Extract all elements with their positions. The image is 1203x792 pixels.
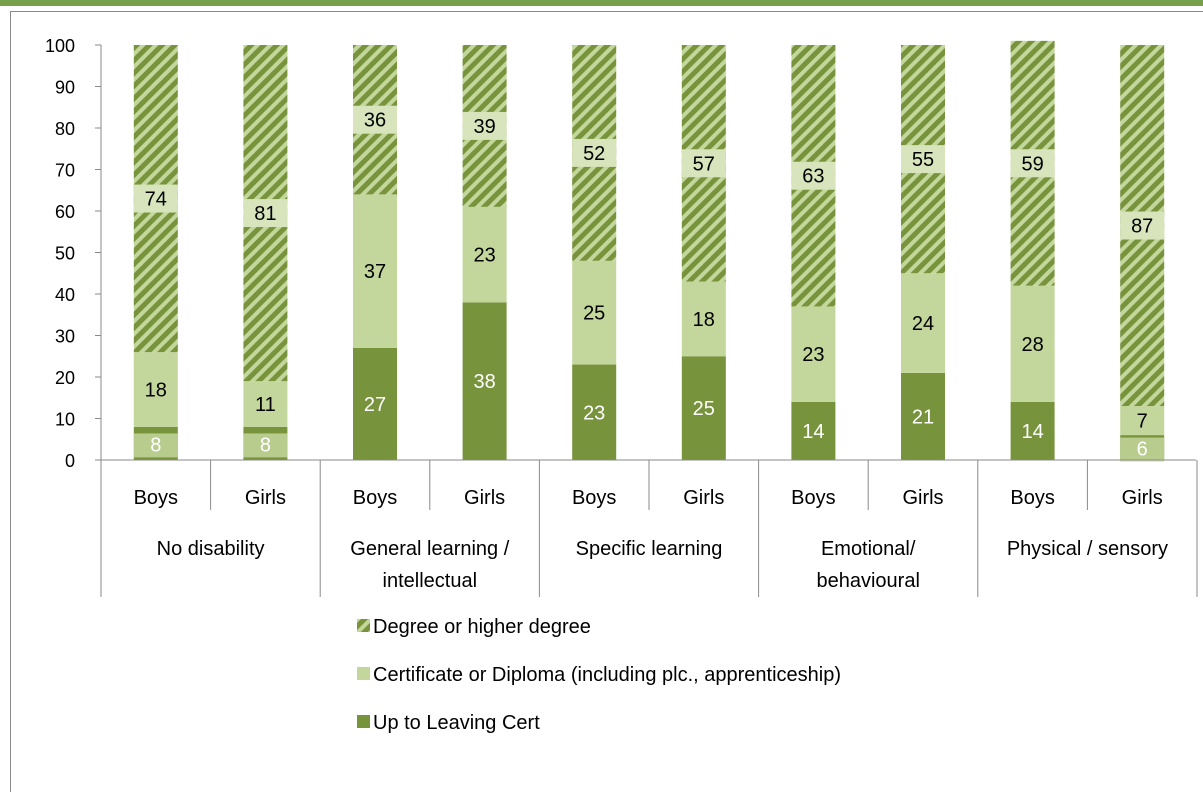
y-tick-label: 60 <box>55 202 75 222</box>
bar-segment <box>462 206 507 303</box>
legend-swatch <box>357 715 370 728</box>
data-label: 6 <box>1137 439 1148 461</box>
x-tick-label: Boys <box>353 487 397 509</box>
y-tick-label: 50 <box>55 244 75 264</box>
data-label: 23 <box>802 344 824 366</box>
x-tick-label: Girls <box>1122 487 1163 509</box>
bar-segment <box>462 302 507 460</box>
data-label: 14 <box>1021 421 1043 443</box>
data-label-box <box>1120 437 1165 462</box>
top-rule <box>0 0 1203 6</box>
legend-swatch <box>357 667 370 680</box>
data-label: 87 <box>1131 216 1153 238</box>
data-label: 11 <box>255 394 276 416</box>
data-label: 24 <box>912 313 934 335</box>
data-label: 57 <box>693 153 715 175</box>
data-label: 8 <box>260 434 271 456</box>
data-label: 36 <box>364 110 386 132</box>
data-label-box <box>462 111 507 140</box>
data-label: 21 <box>912 406 934 428</box>
data-label-box <box>133 433 178 458</box>
x-tick-label: Girls <box>902 487 943 509</box>
bar-segment <box>353 347 397 460</box>
data-label: 37 <box>364 261 386 283</box>
x-group-label: Physical / sensory <box>1007 538 1168 560</box>
data-label: 7 <box>1137 411 1148 433</box>
bar-segment <box>243 381 288 427</box>
bar-segment <box>1010 285 1055 402</box>
data-label: 28 <box>1021 334 1043 356</box>
y-tick-label: 10 <box>55 410 75 430</box>
bar-segment <box>1010 401 1055 460</box>
data-label-box <box>243 199 288 228</box>
data-label-box <box>681 149 726 178</box>
y-tick-label: 20 <box>55 368 75 388</box>
data-label-box <box>1120 211 1165 240</box>
data-label: 55 <box>912 149 934 171</box>
data-label: 39 <box>473 116 495 138</box>
chart-frame <box>10 11 1203 792</box>
data-label: 59 <box>1021 153 1043 175</box>
data-label-box <box>901 145 945 174</box>
data-label: 25 <box>693 398 715 420</box>
y-tick-label: 0 <box>65 451 75 471</box>
x-group-label: General learning / <box>350 538 509 560</box>
stacked-bar-chart: 0 10 20 30 40 50 60 70 80 90 100 8 18 74 8 11 81 27 37 36 3… <box>45 36 1198 734</box>
x-tick-label: Girls <box>683 487 724 509</box>
y-tick-label: 100 <box>45 36 75 56</box>
x-tick-label: Boys <box>134 487 178 509</box>
bar-segment <box>572 260 617 365</box>
legend-label: Up to Leaving Cert <box>373 712 540 734</box>
data-label-box <box>353 105 397 134</box>
data-label: 52 <box>583 143 605 165</box>
bar-segment <box>353 194 397 348</box>
data-label: 18 <box>145 379 167 401</box>
data-label: 25 <box>583 303 605 325</box>
x-group-label: intellectual <box>383 570 478 592</box>
data-label: 38 <box>473 371 495 393</box>
data-label: 23 <box>473 245 495 267</box>
y-tick-label: 80 <box>55 119 75 139</box>
bar-segment <box>791 306 836 402</box>
data-label-box <box>572 138 617 167</box>
data-label-box <box>791 161 836 190</box>
y-tick-label: 90 <box>55 78 75 98</box>
bar-segment <box>1120 406 1165 436</box>
x-tick-label: Girls <box>245 487 286 509</box>
data-label-box <box>133 184 178 213</box>
data-label: 14 <box>802 421 824 443</box>
x-group-label: Specific learning <box>576 538 723 560</box>
x-tick-label: Girls <box>464 487 505 509</box>
bar-segment <box>681 356 726 460</box>
data-label: 18 <box>693 309 715 331</box>
data-label-box <box>1010 149 1055 178</box>
bar-segment <box>791 401 836 460</box>
bar-segment <box>901 372 945 460</box>
bar-segment <box>681 281 726 357</box>
bar-segment <box>572 364 617 460</box>
legend-label: Certificate or Diploma (including plc., … <box>373 664 841 686</box>
data-label: 63 <box>802 166 824 188</box>
x-group-label: behavioural <box>816 570 919 592</box>
data-label: 27 <box>364 394 386 416</box>
y-tick-label: 30 <box>55 327 75 347</box>
x-tick-label: Boys <box>1010 487 1054 509</box>
data-label: 74 <box>145 189 167 211</box>
x-tick-label: Boys <box>572 487 616 509</box>
x-tick-label: Boys <box>791 487 835 509</box>
legend-swatch <box>357 619 370 632</box>
y-tick-label: 40 <box>55 285 75 305</box>
bar-segment <box>901 273 945 373</box>
x-group-label: No disability <box>157 538 265 560</box>
x-group-label: Emotional/ <box>821 538 916 560</box>
data-label: 23 <box>583 402 605 424</box>
legend-label: Degree or higher degree <box>373 616 591 638</box>
bar-segment <box>133 352 178 427</box>
data-label-box <box>243 433 288 458</box>
data-label: 81 <box>254 203 276 225</box>
data-label: 8 <box>150 434 161 456</box>
y-tick-label: 70 <box>55 161 75 181</box>
